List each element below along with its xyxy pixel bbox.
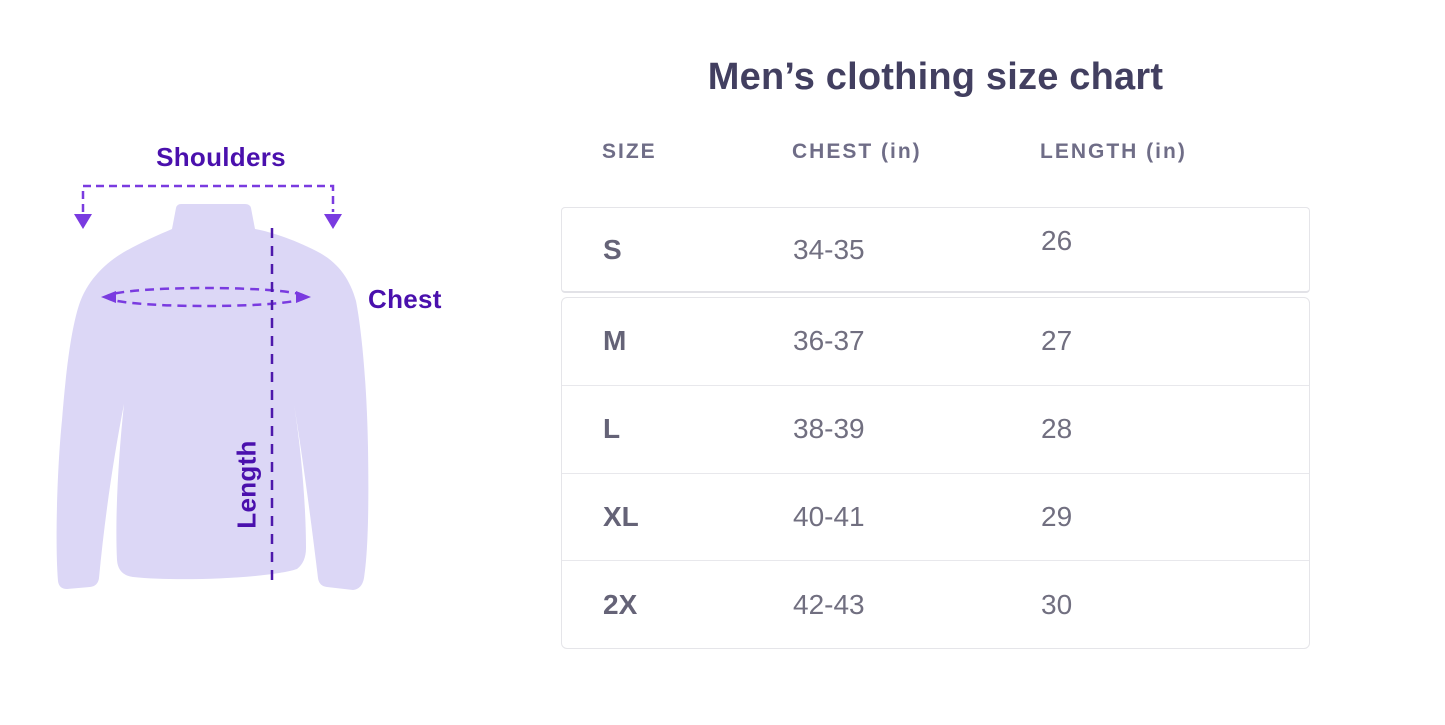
column-header-size: SIZE bbox=[602, 140, 657, 163]
column-header-chest: CHEST (in) bbox=[792, 140, 922, 163]
length-value: 30 bbox=[1041, 588, 1073, 620]
chest-arrow-left bbox=[101, 291, 116, 303]
chest-value: 34-35 bbox=[793, 233, 865, 265]
length-value: 29 bbox=[1041, 500, 1073, 532]
table-row: S 34-35 26 bbox=[562, 208, 1309, 291]
shirt-illustration bbox=[56, 184, 369, 590]
size-value: M bbox=[603, 325, 627, 357]
shirt-measurement-diagram: Shoulders Chest Length bbox=[0, 0, 470, 725]
shoulders-label: Shoulders bbox=[156, 142, 286, 172]
length-value: 28 bbox=[1041, 413, 1073, 445]
size-table-top-box: S 34-35 26 bbox=[561, 207, 1310, 293]
size-table-main-box: M 36-37 27 L 38-39 28 XL 40-41 29 2X 42-… bbox=[561, 297, 1310, 649]
length-value: 26 bbox=[1041, 224, 1073, 256]
size-value: XL bbox=[603, 500, 639, 532]
table-row: L 38-39 28 bbox=[562, 384, 1309, 473]
shoulders-measure-bracket bbox=[81, 184, 335, 212]
chest-value: 38-39 bbox=[793, 413, 865, 445]
length-value: 27 bbox=[1041, 325, 1073, 357]
chest-value: 40-41 bbox=[793, 500, 865, 532]
table-row: M 36-37 27 bbox=[562, 298, 1309, 385]
length-label: Length bbox=[231, 440, 262, 529]
size-value: S bbox=[603, 233, 622, 265]
shoulders-arrow-left bbox=[74, 214, 92, 229]
size-value: L bbox=[603, 413, 621, 445]
shirt-silhouette bbox=[56, 204, 369, 590]
page-title: Men’s clothing size chart bbox=[707, 56, 1164, 98]
chest-label: Chest bbox=[368, 284, 442, 314]
chest-value: 36-37 bbox=[793, 325, 865, 357]
chest-value: 42-43 bbox=[793, 588, 865, 620]
shoulders-arrow-right bbox=[324, 214, 342, 229]
size-value: 2X bbox=[603, 588, 638, 620]
table-row: 2X 42-43 30 bbox=[562, 560, 1309, 648]
table-row: XL 40-41 29 bbox=[562, 472, 1309, 561]
column-header-length: LENGTH (in) bbox=[1040, 140, 1187, 163]
chest-arrow-right bbox=[296, 291, 311, 303]
